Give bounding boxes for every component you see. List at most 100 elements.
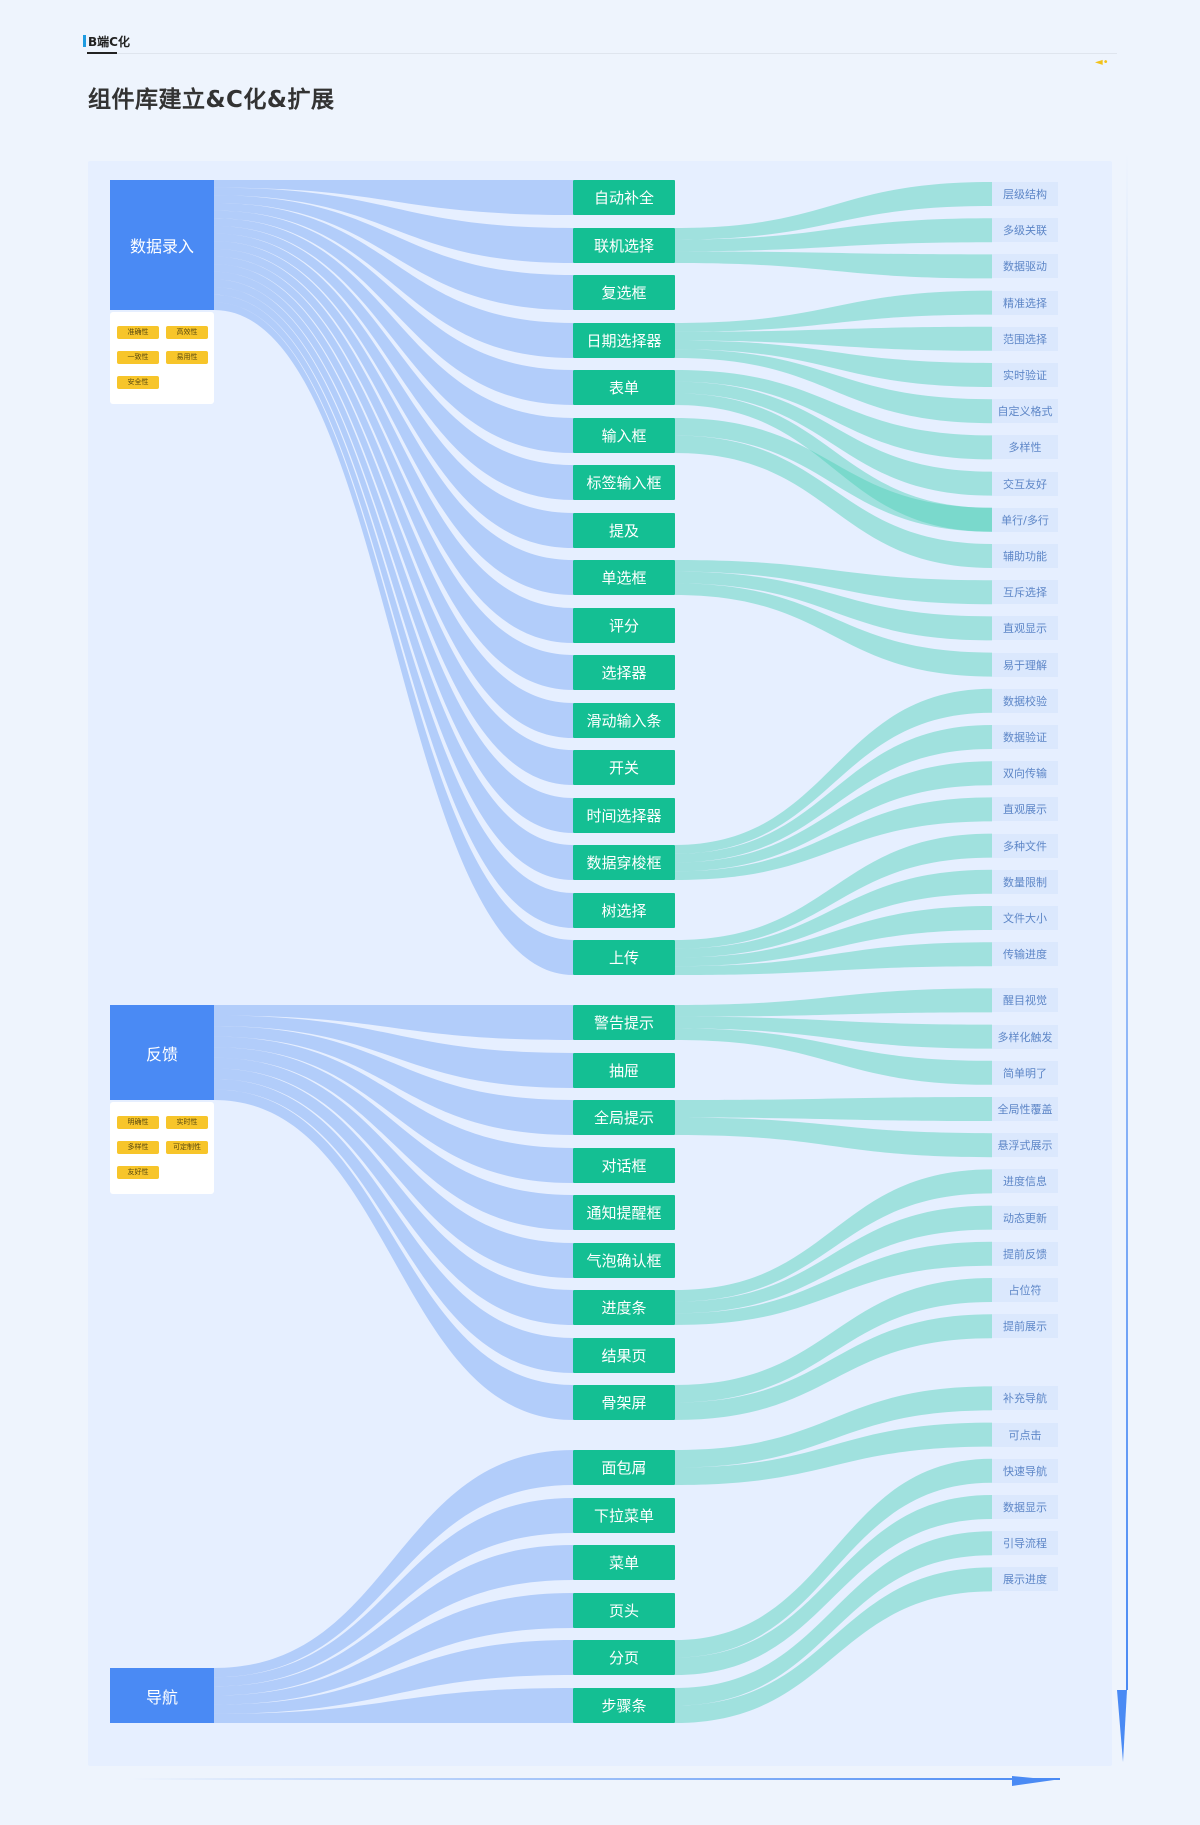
feature-flow [675,1458,992,1658]
feature-node[interactable]: 多级关联 [992,218,1058,243]
feature-flow [675,988,992,1017]
component-node[interactable]: 通知提醒框 [573,1195,675,1230]
feature-node[interactable]: 数据显示 [992,1495,1058,1519]
component-node[interactable]: 表单 [573,370,675,405]
component-node[interactable]: 面包屑 [573,1450,675,1485]
feature-node[interactable]: 快速导航 [992,1458,1058,1483]
component-node[interactable]: 联机选择 [573,228,675,263]
section-tab-label[interactable]: B端C化 [83,35,130,49]
feature-node[interactable]: 进度信息 [992,1169,1058,1194]
component-node[interactable]: 单选框 [573,560,675,595]
feature-node[interactable]: 多样性 [992,435,1058,460]
component-node[interactable]: 输入框 [573,418,675,453]
feature-flow [675,1028,992,1085]
component-node[interactable]: 上传 [573,940,675,975]
feature-flow [675,1016,992,1049]
feature-node[interactable]: 引导流程 [992,1531,1058,1556]
feature-node[interactable]: 全局性覆盖 [992,1097,1058,1121]
component-node[interactable]: 页头 [573,1593,675,1628]
component-node[interactable]: 下拉菜单 [573,1498,675,1533]
feature-flow [675,218,992,252]
component-node[interactable]: 抽屉 [573,1053,675,1088]
feature-node[interactable]: 多样化触发 [992,1024,1058,1049]
feature-flow [675,1278,992,1403]
feature-node[interactable]: 实时验证 [992,363,1058,387]
feature-node[interactable]: 自定义格式 [992,399,1058,424]
component-node[interactable]: 滑动输入条 [573,703,675,738]
attribute-tag: 实时性 [166,1116,208,1129]
component-node[interactable]: 分页 [573,1640,675,1675]
component-node[interactable]: 标签输入框 [573,465,675,500]
component-node[interactable]: 复选框 [573,275,675,310]
component-node[interactable]: 对话框 [573,1148,675,1183]
component-node[interactable]: 开关 [573,750,675,785]
feature-node[interactable]: 单行/多行 [992,507,1058,532]
component-node[interactable]: 时间选择器 [573,798,675,833]
source-node[interactable]: 导航 [110,1668,214,1723]
feature-flow [675,1097,992,1121]
feature-node[interactable]: 数据验证 [992,725,1058,749]
source-node[interactable]: 数据录入 [110,180,214,310]
source-flow [214,233,573,548]
feature-node[interactable]: 数量限制 [992,869,1058,894]
component-node[interactable]: 日期选择器 [573,323,675,358]
feature-node[interactable]: 文件大小 [992,906,1058,930]
component-node[interactable]: 树选择 [573,893,675,928]
feature-node[interactable]: 互斥选择 [992,580,1058,605]
feature-node[interactable]: 范围选择 [992,326,1058,351]
feature-node[interactable]: 直观显示 [992,616,1058,641]
source-flow [214,256,573,690]
feature-node[interactable]: 补充导航 [992,1386,1058,1411]
feature-node[interactable]: 精准选择 [992,290,1058,315]
feature-node[interactable]: 交互友好 [992,471,1058,496]
component-node[interactable]: 警告提示 [573,1005,675,1040]
component-node[interactable]: 选择器 [573,655,675,690]
attribute-tag: 友好性 [117,1166,159,1179]
feature-node[interactable]: 传输进度 [992,942,1058,967]
bottom-decor-line [130,1778,1060,1780]
component-node[interactable]: 骨架屏 [573,1385,675,1420]
feature-node[interactable]: 展示进度 [992,1567,1058,1592]
component-node[interactable]: 进度条 [573,1290,675,1325]
source-flow [214,202,573,358]
attribute-tag: 高效性 [166,326,208,339]
feature-flow [675,1495,992,1675]
feature-node[interactable]: 易于理解 [992,652,1058,677]
component-node[interactable]: 结果页 [573,1338,675,1373]
source-node[interactable]: 反馈 [110,1005,214,1100]
feature-node[interactable]: 可点击 [992,1422,1058,1447]
feature-node[interactable]: 层级结构 [992,182,1058,206]
feature-node[interactable]: 简单明了 [992,1060,1058,1085]
feature-node[interactable]: 双向传输 [992,761,1058,786]
feature-flow [675,942,992,975]
feature-node[interactable]: 动态更新 [992,1205,1058,1230]
speaker-icon[interactable]: ◄• [1095,57,1109,68]
source-flow [214,287,573,880]
source-flow [214,180,573,215]
feature-node[interactable]: 悬浮式展示 [992,1133,1058,1158]
component-node[interactable]: 气泡确认框 [573,1243,675,1278]
feature-node[interactable]: 直观展示 [992,797,1058,822]
feature-node[interactable]: 醒目视觉 [992,988,1058,1013]
component-node[interactable]: 提及 [573,513,675,548]
component-node[interactable]: 菜单 [573,1545,675,1580]
feature-node[interactable]: 提前展示 [992,1314,1058,1339]
feature-flow [675,418,992,532]
feature-node[interactable]: 辅助功能 [992,544,1058,568]
source-flow [214,294,573,928]
component-node[interactable]: 全局提示 [573,1100,675,1135]
component-node[interactable]: 自动补全 [573,180,675,215]
feature-node[interactable]: 占位符 [992,1278,1058,1302]
feature-flow [675,1241,992,1325]
component-node[interactable]: 步骤条 [573,1688,675,1723]
component-node[interactable]: 数据穿梭框 [573,845,675,880]
feature-node[interactable]: 数据驱动 [992,254,1058,279]
feature-node[interactable]: 提前反馈 [992,1241,1058,1266]
source-flow [214,1450,573,1678]
component-node[interactable]: 评分 [573,608,675,643]
feature-flows [675,182,992,1723]
source-flow [214,271,573,785]
feature-flow [675,688,992,854]
feature-node[interactable]: 多种文件 [992,833,1058,858]
feature-node[interactable]: 数据校验 [992,688,1058,713]
